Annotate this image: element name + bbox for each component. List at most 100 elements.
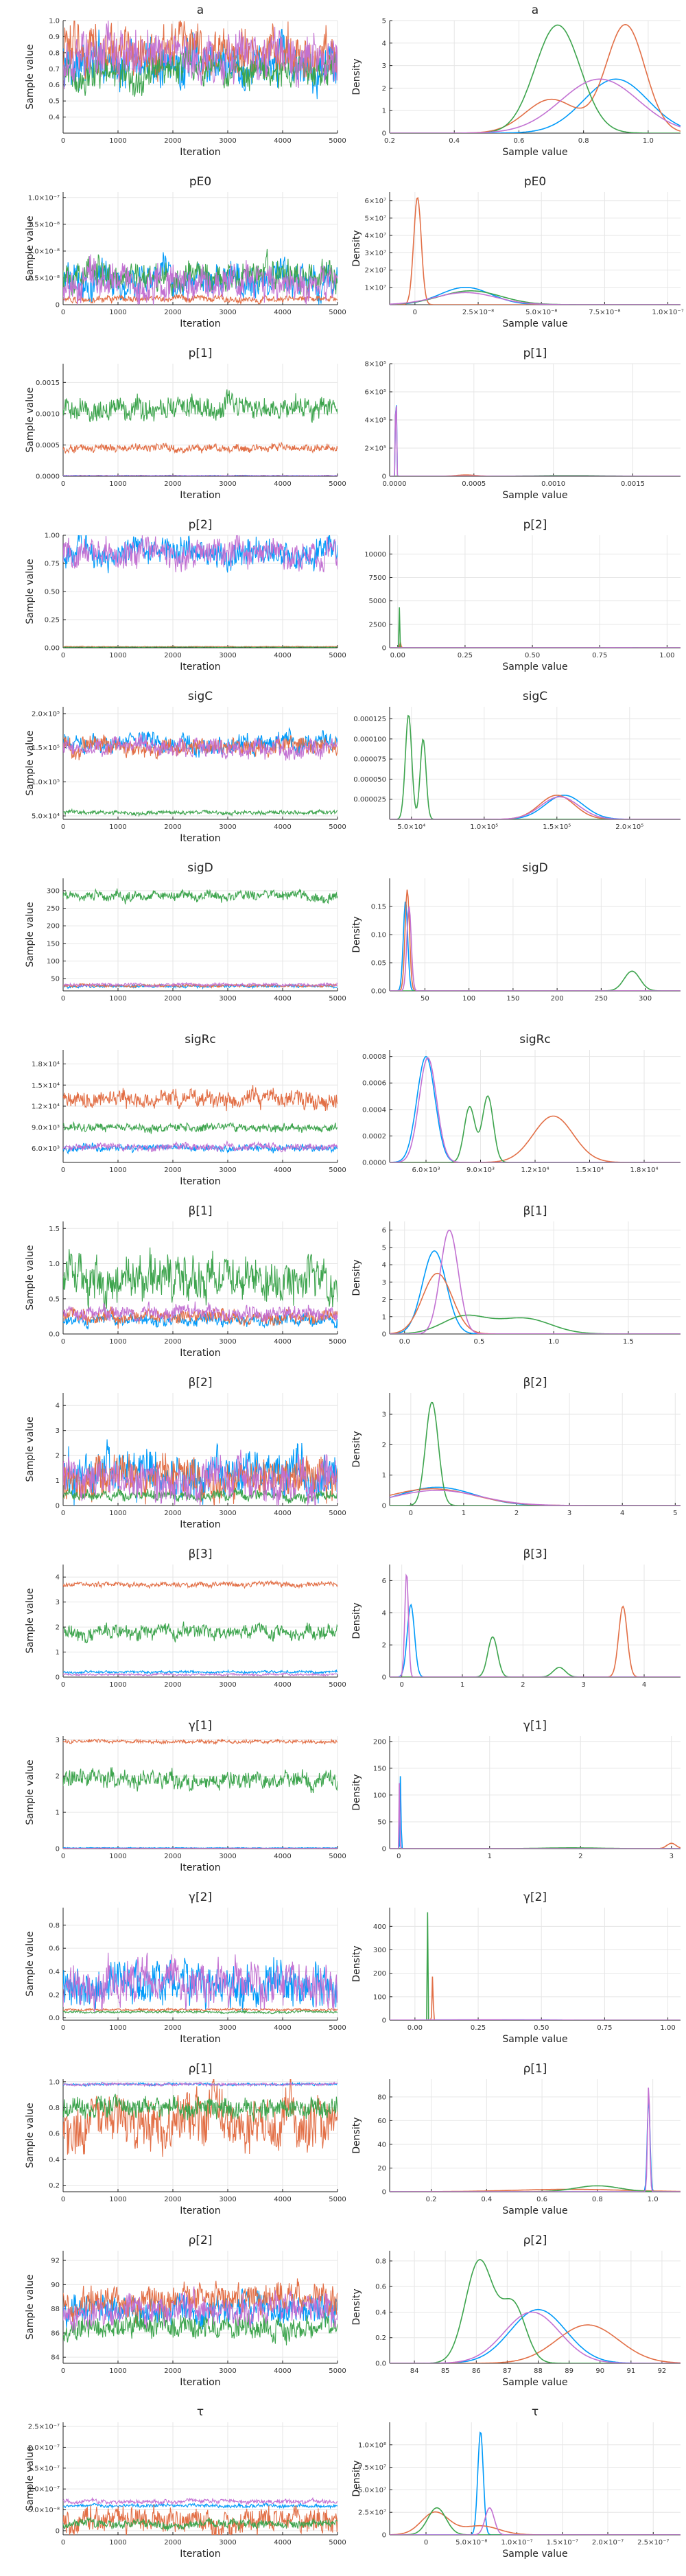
y-tick-label: 200 bbox=[47, 923, 60, 930]
y-tick-label: 0 bbox=[56, 1674, 60, 1682]
x-tick-label: 5000 bbox=[329, 652, 346, 659]
x-tick-label: 0 bbox=[61, 2367, 65, 2375]
y-axis-label: Sample value bbox=[25, 559, 36, 624]
x-tick-label: 87 bbox=[503, 2367, 512, 2375]
x-tick-label: 1.0×10⁻⁷ bbox=[652, 309, 683, 316]
y-tick-label: 90 bbox=[51, 2282, 60, 2289]
x-axis-label: Sample value bbox=[502, 2034, 567, 2045]
y-axis-label: Sample value bbox=[25, 215, 36, 281]
x-axis-label: Iteration bbox=[180, 833, 220, 844]
density-series-1 bbox=[390, 795, 681, 819]
density-series-2 bbox=[390, 2325, 681, 2363]
y-tick-label: 0.8 bbox=[49, 49, 60, 57]
x-tick-label: 5000 bbox=[329, 137, 346, 145]
y-tick-label: 1.8×10⁴ bbox=[32, 1061, 60, 1068]
subplot-title: γ[1] bbox=[523, 1719, 547, 1733]
y-axis-label: Density bbox=[351, 1602, 362, 1639]
x-tick-label: 0 bbox=[409, 1510, 413, 1517]
plot-area bbox=[390, 2260, 681, 2363]
y-tick-label: 2 bbox=[382, 1442, 386, 1449]
x-tick-label: 89 bbox=[565, 2367, 573, 2375]
y-tick-label: 84 bbox=[51, 2354, 60, 2362]
subplot-title: p[2] bbox=[189, 518, 213, 532]
y-tick-label: 100 bbox=[47, 958, 60, 965]
x-tick-label: 5000 bbox=[329, 2024, 346, 2032]
plot-area bbox=[63, 1581, 338, 1676]
x-tick-label: 100 bbox=[462, 995, 475, 1003]
x-tick-label: 4000 bbox=[274, 1510, 291, 1517]
x-axis-label: Iteration bbox=[180, 490, 220, 501]
trace-series-4 bbox=[63, 2498, 338, 2505]
y-tick-label: 0.5 bbox=[49, 98, 60, 106]
x-tick-label: 5.0×10⁻⁸ bbox=[456, 2539, 487, 2546]
x-axis-label: Sample value bbox=[502, 147, 567, 158]
x-axis-label: Iteration bbox=[180, 1519, 220, 1530]
x-tick-label: 2000 bbox=[164, 2024, 181, 2032]
density-series-1 bbox=[390, 2433, 681, 2535]
x-axis-label: Sample value bbox=[502, 661, 567, 672]
y-tick-label: 2 bbox=[56, 1453, 60, 1460]
y-tick-label: 40 bbox=[377, 2141, 386, 2148]
y-tick-label: 0.0015 bbox=[36, 379, 60, 387]
density-series-2 bbox=[390, 1977, 681, 2021]
x-tick-label: 92 bbox=[658, 2367, 667, 2375]
x-tick-label: 2000 bbox=[164, 823, 181, 831]
x-tick-label: 4000 bbox=[274, 823, 291, 831]
x-tick-label: 7.5×10⁻⁸ bbox=[589, 309, 620, 316]
x-tick-label: 1.0 bbox=[643, 137, 654, 145]
x-tick-label: 1000 bbox=[109, 2196, 126, 2203]
density-series-2 bbox=[390, 642, 681, 648]
x-tick-label: 1.5×10⁴ bbox=[576, 1167, 604, 1174]
x-tick-label: 2000 bbox=[164, 2196, 181, 2203]
y-tick-label: 3×10⁷ bbox=[365, 250, 386, 257]
y-tick-label: 7500 bbox=[369, 574, 386, 582]
x-axis-label: Iteration bbox=[180, 2377, 220, 2388]
y-tick-label: 0.0000 bbox=[362, 1160, 386, 1167]
x-tick-label: 1 bbox=[488, 1853, 492, 1860]
y-tick-label: 4×10⁵ bbox=[365, 417, 386, 425]
y-tick-label: 0.8 bbox=[49, 1922, 60, 1930]
y-axis-label: Density bbox=[351, 230, 362, 266]
y-tick-label: 1 bbox=[382, 108, 386, 115]
y-tick-label: 6×10⁷ bbox=[365, 198, 386, 205]
y-tick-label: 0.8 bbox=[375, 2258, 386, 2265]
y-tick-label: 0 bbox=[56, 1846, 60, 1853]
density-series-2 bbox=[390, 890, 681, 991]
density-series-3 bbox=[390, 2260, 681, 2363]
y-tick-label: 0.6 bbox=[49, 1945, 60, 1953]
x-tick-label: 1.0×10⁵ bbox=[470, 823, 498, 831]
y-axis-label: Sample value bbox=[25, 1416, 36, 1482]
y-tick-label: 0.6 bbox=[49, 82, 60, 89]
y-tick-label: 1.00 bbox=[45, 532, 60, 540]
x-tick-label: 3000 bbox=[219, 2367, 236, 2375]
plot-area bbox=[63, 390, 338, 476]
x-tick-label: 3000 bbox=[219, 1167, 236, 1174]
y-tick-label: 5×10⁷ bbox=[365, 215, 386, 222]
y-tick-label: 5 bbox=[382, 1244, 386, 1252]
plot-area bbox=[63, 1248, 338, 1329]
x-tick-label: 200 bbox=[551, 995, 564, 1003]
x-tick-label: 0 bbox=[61, 1853, 65, 1860]
x-axis-label: Sample value bbox=[502, 2205, 567, 2216]
x-tick-label: 0.8 bbox=[592, 2196, 603, 2203]
y-axis-label: Sample value bbox=[25, 1759, 36, 1825]
y-axis-label: Density bbox=[351, 58, 362, 95]
subplot-title: β[2] bbox=[189, 1376, 213, 1390]
x-tick-label: 1.5×10⁵ bbox=[543, 823, 571, 831]
y-tick-label: 1 bbox=[56, 1810, 60, 1817]
x-tick-label: 9.0×10³ bbox=[466, 1167, 495, 1174]
y-tick-label: 1 bbox=[56, 1649, 60, 1656]
y-axis-label: Sample value bbox=[25, 2103, 36, 2168]
x-tick-label: 3000 bbox=[219, 2024, 236, 2032]
y-tick-label: 0.8 bbox=[49, 2105, 60, 2112]
density-series-1 bbox=[390, 2310, 681, 2363]
x-tick-label: 4000 bbox=[274, 1681, 291, 1689]
x-tick-label: 1000 bbox=[109, 309, 126, 316]
